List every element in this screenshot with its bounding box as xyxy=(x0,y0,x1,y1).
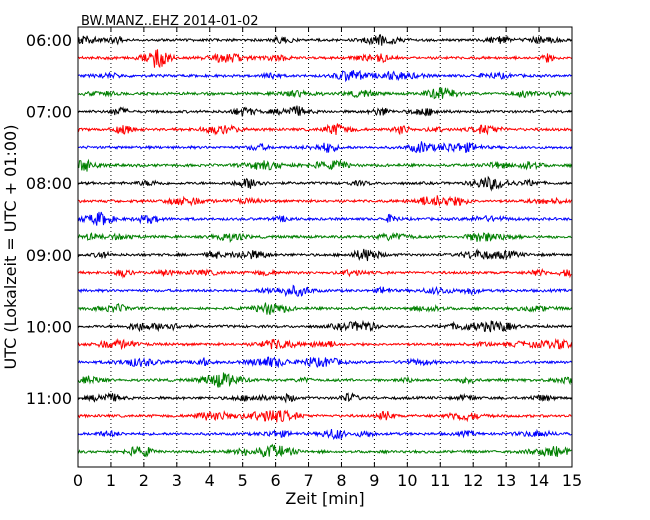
trace-0715 xyxy=(77,123,572,136)
trace-1015 xyxy=(77,337,572,351)
trace-0800 xyxy=(77,175,572,192)
trace-0815 xyxy=(77,195,572,207)
trace-0630 xyxy=(77,69,572,83)
chart-title: BW.MANZ..EHZ 2014-01-02 xyxy=(81,14,259,29)
trace-0730 xyxy=(77,141,572,154)
y-tick-label: 08:00 xyxy=(26,174,72,193)
trace-0830 xyxy=(77,211,572,226)
trace-0745 xyxy=(77,158,572,172)
x-tick-label: 6 xyxy=(271,471,281,490)
x-tick-label: 8 xyxy=(336,471,346,490)
x-axis-label: Zeit [min] xyxy=(285,489,364,508)
x-axis: 0 1 2 3 4 5 6 7 8 9 10 11 12 13 14 15 xyxy=(73,27,582,490)
grid-lines xyxy=(110,27,540,467)
trace-0645 xyxy=(77,87,572,100)
trace-1115 xyxy=(77,409,572,423)
trace-0945 xyxy=(77,302,572,315)
y-tick-label: 06:00 xyxy=(26,31,72,50)
trace-1030 xyxy=(77,356,572,369)
trace-group xyxy=(77,34,572,458)
x-tick-label: 11 xyxy=(430,471,450,490)
x-tick-label: 14 xyxy=(529,471,549,490)
x-tick-label: 3 xyxy=(172,471,182,490)
x-tick-label: 9 xyxy=(369,471,379,490)
x-tick-label: 10 xyxy=(397,471,417,490)
x-tick-label: 0 xyxy=(73,471,83,490)
trace-1000 xyxy=(77,319,572,333)
x-tick-label: 13 xyxy=(496,471,516,490)
trace-0915 xyxy=(77,268,572,279)
y-tick-label: 09:00 xyxy=(26,246,72,265)
y-tick-label: 10:00 xyxy=(26,317,72,336)
x-tick-label: 4 xyxy=(205,471,215,490)
trace-0845 xyxy=(77,231,572,244)
trace-1145 xyxy=(77,443,572,458)
trace-0600 xyxy=(77,34,572,46)
y-axis: 06:00 07:00 08:00 09:00 10:00 11:00 xyxy=(26,31,572,408)
x-tick-label: 5 xyxy=(238,471,248,490)
x-tick-label: 15 xyxy=(562,471,582,490)
x-tick-label: 2 xyxy=(139,471,149,490)
trace-1100 xyxy=(77,392,572,404)
y-tick-label: 07:00 xyxy=(26,103,72,122)
trace-0700 xyxy=(77,105,572,117)
trace-1130 xyxy=(77,428,572,441)
y-axis-label: UTC (Lokalzeit = UTC + 01:00) xyxy=(1,125,20,370)
trace-0930 xyxy=(77,284,572,298)
x-tick-label: 12 xyxy=(463,471,483,490)
trace-0900 xyxy=(77,248,572,262)
plot-frame xyxy=(77,26,573,468)
x-tick-label: 1 xyxy=(106,471,116,490)
x-tick-label: 7 xyxy=(303,471,313,490)
trace-1045 xyxy=(77,372,572,388)
trace-0615 xyxy=(77,49,572,69)
y-tick-label: 11:00 xyxy=(26,389,72,408)
